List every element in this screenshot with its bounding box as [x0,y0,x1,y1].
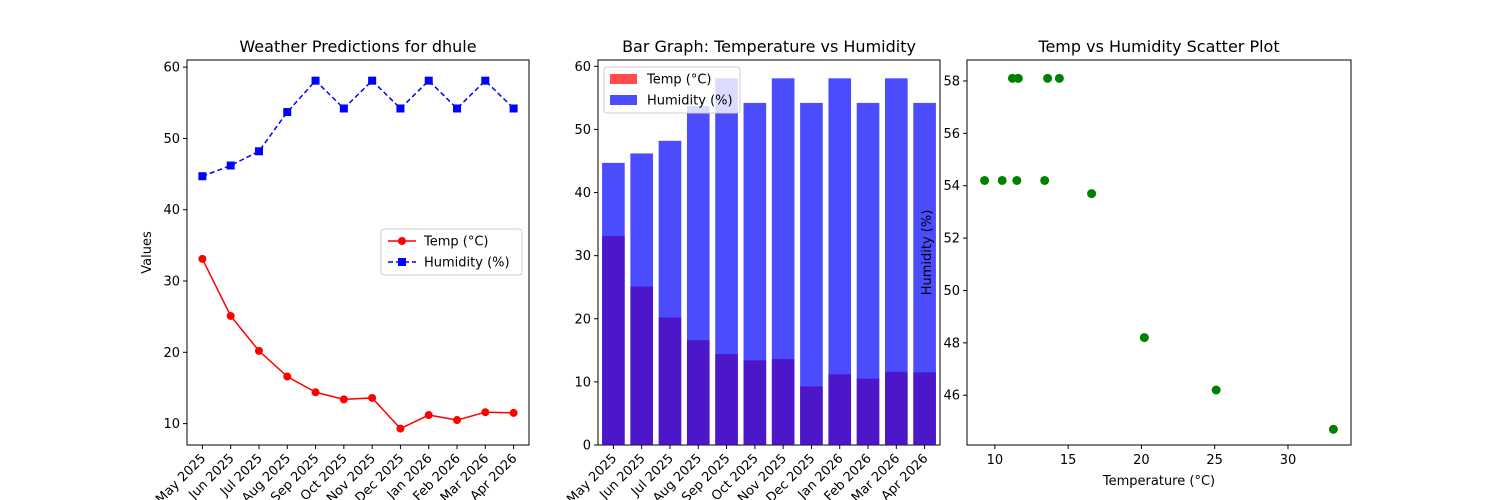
line-chart-panel: Weather Predictions for dhule 10 20 30 40 50 6… [140,37,530,500]
legend-label: Humidity (%) [647,94,733,109]
data-point [509,408,518,417]
data-point [283,372,292,381]
axes-frame [597,59,941,446]
y-tick-label: 56 [943,127,960,142]
data-point [396,424,405,433]
axes-frame [186,59,530,446]
legend-label: Humidity (%) [424,256,510,271]
data-point [481,76,490,85]
scatter-point [1040,175,1050,185]
scatter-point [1054,73,1064,83]
data-point [481,408,490,417]
y-tick-label: 20 [574,312,591,327]
data-point [226,161,235,170]
scatter-point [1139,333,1149,343]
y-tick-label: 10 [574,375,591,390]
data-point [339,104,348,113]
y-axis-label: Values [140,231,155,274]
bar [602,162,625,445]
data-point [509,104,518,113]
bar-chart-panel: Bar Graph: Temperature vs Humidity 0 10 20 3… [564,37,941,500]
bar [743,102,767,445]
y-tick-label: 40 [163,203,180,218]
y-tick-label: 50 [163,132,180,147]
scatter-point [997,175,1007,185]
legend-box [380,228,523,276]
data-point [339,395,348,404]
y-tick-label: 20 [163,346,180,361]
series-line-1 [202,79,515,177]
data-point [198,254,207,263]
bar [771,78,795,445]
data-point [396,104,405,113]
legend-label: Temp (°C) [423,235,489,250]
scatter-point [1087,189,1097,199]
y-tick-label: 0 [583,439,591,454]
data-point [368,76,377,85]
scatter-point [980,175,990,185]
data-point [198,172,207,181]
data-point [453,104,462,113]
scatter-chart-panel: Temp vs Humidity Scatter Plot 46 48 50 52 54 5… [920,37,1352,489]
bar [715,78,738,445]
bar [686,106,710,446]
y-tick-label: 48 [943,336,960,351]
data-point [368,393,377,402]
y-axis-label: Humidity (%) [920,210,935,296]
y-tick-label: 50 [943,284,960,299]
data-point [254,147,263,156]
axes-frame [966,59,1352,446]
y-tick-label: 46 [943,389,960,404]
data-point [424,411,433,420]
bar [828,78,852,445]
legend-label: Temp (°C) [646,73,712,88]
scatter-point [1328,424,1338,434]
y-tick-label: 30 [163,275,180,290]
y-tick-label: 54 [943,179,960,194]
bar [913,102,936,445]
y-tick-label: 10 [163,417,180,432]
legend-box [603,66,741,114]
chart-title: Bar Graph: Temperature vs Humidity [622,37,916,56]
legend-swatch [610,74,637,84]
scatter-point [1013,73,1023,83]
legend-marker [398,237,406,245]
data-point [254,346,263,355]
bar [856,102,880,445]
y-tick-label: 60 [574,60,591,75]
bar [630,153,653,445]
chart-title: Weather Predictions for dhule [239,37,476,56]
y-tick-label: 60 [163,61,180,76]
data-point [311,76,320,85]
bar [658,140,682,446]
y-tick-label: 50 [574,123,591,138]
legend-marker [398,258,406,266]
data-point [226,311,235,320]
x-tick-label: 30 [1280,453,1297,468]
x-tick-label: 15 [1060,453,1077,468]
data-point [424,76,433,85]
scatter-point [1012,175,1022,185]
data-point [283,108,292,117]
scatter-point [1043,73,1053,83]
y-tick-label: 30 [574,249,591,264]
y-tick-label: 40 [574,186,591,201]
bar [885,78,908,445]
x-tick-label: 20 [1133,453,1150,468]
data-point [311,388,320,397]
x-axis-label: Temperature (°C) [1102,474,1215,489]
chart-title: Temp vs Humidity Scatter Plot [1037,37,1279,56]
data-point [453,416,462,425]
x-tick-label: 10 [987,453,1004,468]
x-tick-label: 25 [1206,453,1223,468]
y-tick-label: 58 [943,74,960,89]
series-line-0 [201,258,514,430]
bar [800,102,823,445]
scatter-point [1211,385,1221,395]
y-tick-label: 52 [943,232,960,247]
legend-swatch [610,95,637,105]
